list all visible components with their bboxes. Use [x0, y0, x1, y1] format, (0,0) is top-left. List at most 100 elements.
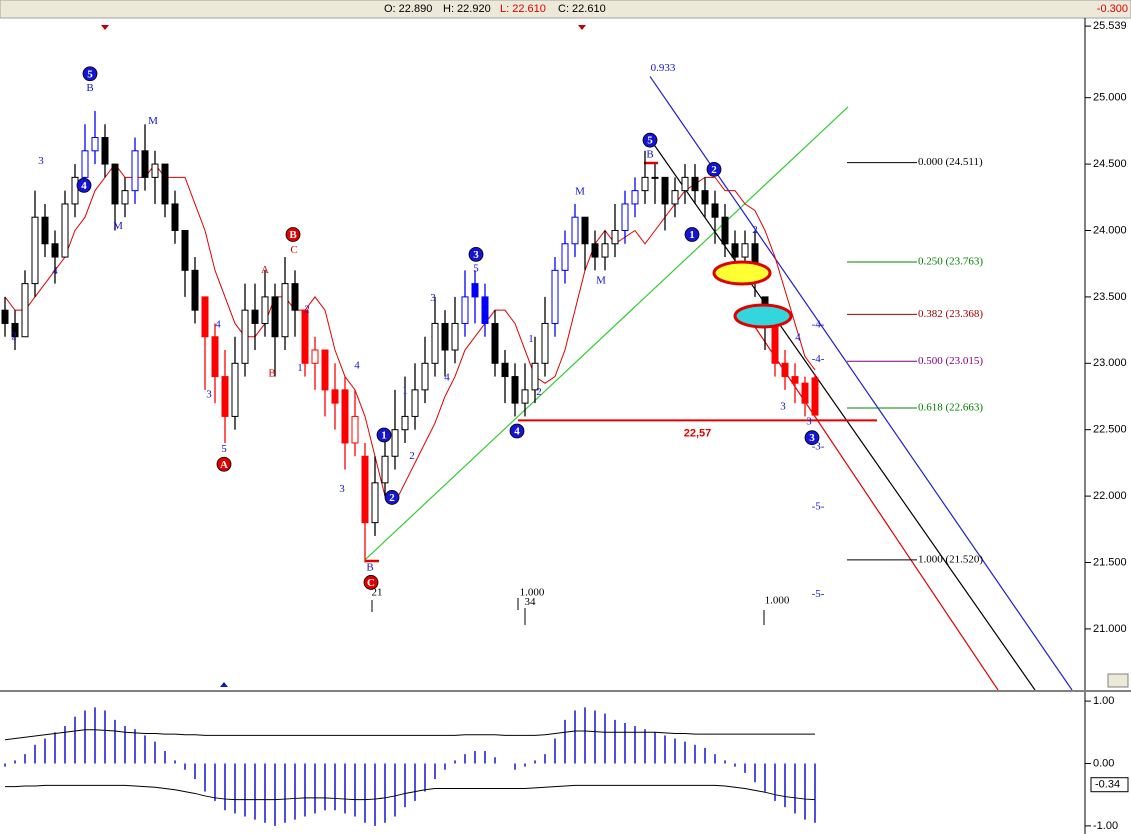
- candle-body: [301, 309, 309, 364]
- candle-body: [131, 150, 139, 192]
- header-high: H: 22.920: [443, 3, 491, 15]
- candle-body: [141, 150, 149, 178]
- candle-body: [571, 216, 579, 245]
- candle-body: [241, 309, 249, 364]
- annotation: -5-: [812, 588, 825, 600]
- candle-body: [191, 269, 199, 311]
- candle-body: [171, 203, 179, 231]
- oscillator-plot: [4, 707, 816, 826]
- wave-label: 5: [87, 68, 93, 80]
- wave-circle: [642, 132, 658, 148]
- header-bar: [0, 0, 1131, 19]
- annotation: 2: [304, 304, 310, 316]
- candle-body: [631, 190, 639, 205]
- wave-label: 1: [381, 430, 387, 442]
- wave-label: 4: [514, 426, 520, 438]
- candle-body: [411, 389, 419, 417]
- annotation: 2: [752, 224, 758, 236]
- candle-body: [741, 243, 749, 258]
- candle-body: [281, 283, 289, 338]
- candle-body: [431, 322, 439, 364]
- y-tick-label: 22.000: [1093, 490, 1127, 502]
- annotation: -3-: [812, 440, 825, 452]
- header-close: C: 22.610: [558, 3, 606, 15]
- candle-body: [461, 296, 469, 324]
- candle-body: [81, 150, 89, 178]
- candle-body: [321, 349, 329, 391]
- candle-body: [51, 243, 59, 258]
- annotation: 1.000: [520, 587, 545, 599]
- annotation: 3: [206, 389, 212, 401]
- highlight: [712, 260, 772, 286]
- wave-circle: [468, 246, 484, 262]
- annotation: 2: [409, 450, 415, 462]
- trend-line: [749, 319, 999, 690]
- candle-body: [381, 455, 389, 484]
- value-axis: 21.000 21.500 22.000 22.500 23.000 23.500 24.0…: [1085, 20, 1129, 832]
- candle-body: [591, 243, 599, 258]
- annotation: B: [366, 561, 373, 573]
- value-marker-box: [1090, 777, 1129, 793]
- candle-body: [811, 377, 819, 416]
- candle-body: [781, 362, 789, 378]
- y-tick-label: 25.000: [1093, 92, 1127, 104]
- wave-circle: [82, 66, 98, 82]
- candle-body: [121, 190, 129, 205]
- main-plot: 0.000 (24.511) 0.250 (23.763) 0.382 (23.36…: [1, 76, 1073, 690]
- annotation: 3: [38, 155, 44, 167]
- candle-body: [711, 203, 719, 218]
- candle-body: [391, 429, 399, 457]
- scroll-button[interactable]: [1107, 673, 1129, 688]
- wave-label: C: [367, 577, 375, 589]
- candle-body: [451, 322, 459, 351]
- candle-body: [721, 216, 729, 245]
- candle-body: [671, 190, 679, 205]
- candle-body: [701, 190, 709, 205]
- wave-label: 4: [81, 180, 87, 192]
- wave-label: 2: [711, 164, 717, 176]
- annotation: 3: [806, 415, 812, 427]
- wave-circle: [706, 161, 722, 177]
- wave-circle: [363, 575, 379, 590]
- candle-body: [551, 269, 559, 324]
- trend-line: [649, 138, 1036, 690]
- pivot-bar: [365, 161, 658, 563]
- candle-body: [151, 163, 159, 178]
- annotation: B: [646, 148, 653, 160]
- trend-line: [649, 76, 1073, 690]
- time-marker: [220, 682, 228, 687]
- y-tick-label: 23.500: [1093, 291, 1127, 303]
- oscillator-band: [4, 729, 815, 741]
- header-change: -0.300: [1097, 3, 1128, 15]
- wave-label: 3: [809, 432, 815, 444]
- annotation: 5: [221, 443, 227, 455]
- candle-body: [651, 176, 659, 179]
- annotation: 4: [444, 371, 450, 383]
- annotation: 3: [339, 483, 345, 495]
- annotation: B: [268, 367, 275, 379]
- candle-body: [611, 229, 619, 245]
- support-label: 22,57: [684, 427, 712, 439]
- candle-body: [271, 296, 279, 338]
- candle-body: [41, 216, 49, 245]
- annotation: M: [148, 115, 158, 127]
- candle-body: [211, 336, 219, 378]
- wave-circle: [216, 456, 232, 472]
- candle-body: [531, 362, 539, 391]
- candle-body: [421, 362, 429, 391]
- wave-label: 5: [647, 135, 653, 147]
- candle-body: [181, 229, 189, 271]
- candle-body: [221, 376, 229, 417]
- time-marker: [101, 25, 586, 30]
- annotation: 4: [354, 359, 360, 371]
- annotation: -5-: [812, 500, 825, 512]
- annotation: 1: [528, 333, 534, 345]
- candle-body: [771, 322, 779, 364]
- wave-label: 3: [473, 249, 479, 261]
- candle-body: [621, 203, 629, 231]
- y2-tick-label: -1.00: [1093, 820, 1118, 832]
- wave-circle: [384, 490, 400, 505]
- candle-body: [31, 216, 39, 285]
- annotation: 1: [402, 385, 408, 397]
- candle-body: [641, 176, 649, 192]
